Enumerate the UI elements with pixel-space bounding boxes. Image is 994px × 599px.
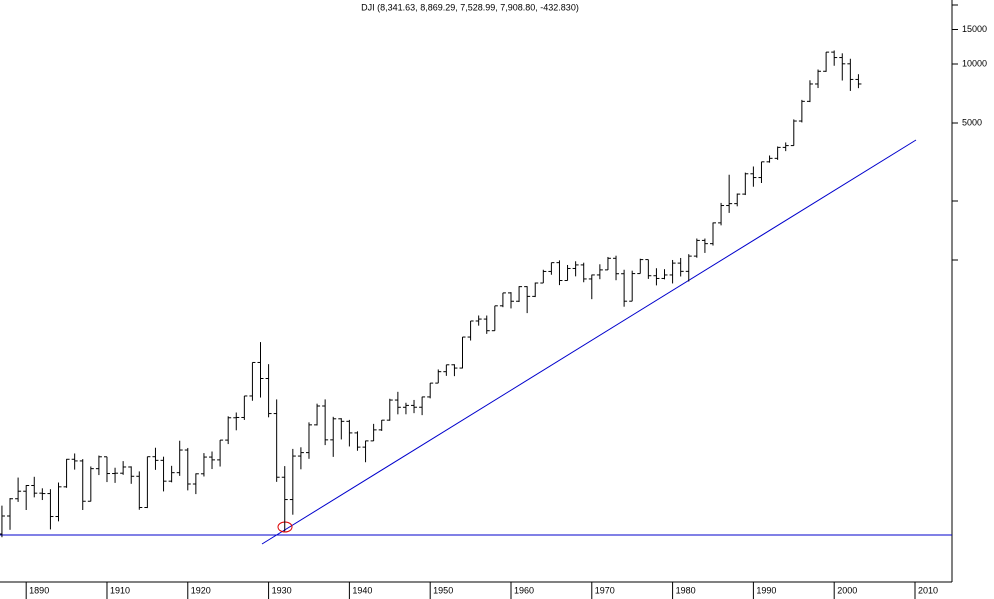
x-tick-label: 1960 <box>514 585 534 595</box>
x-tick-label: 1910 <box>110 585 130 595</box>
chart-title: DJI (8,341.63, 8,869.29, 7,528.99, 7,908… <box>361 2 579 12</box>
x-tick-label: 2010 <box>918 585 938 595</box>
x-tick-label: 1930 <box>272 585 292 595</box>
x-tick-label: 1890 <box>29 585 49 595</box>
x-tick-label: 1950 <box>433 585 453 595</box>
y-tick-label: 5000 <box>962 117 982 127</box>
trend-line <box>261 139 917 545</box>
x-tick-label: 1990 <box>756 585 776 595</box>
x-tick-label: 1940 <box>352 585 372 595</box>
x-tick-label: 1970 <box>595 585 615 595</box>
y-tick-label: 10000 <box>962 58 987 68</box>
x-tick-label: 2000 <box>837 585 857 595</box>
y-tick-label: 15000 <box>962 24 987 34</box>
x-tick-label: 1980 <box>676 585 696 595</box>
x-tick-label: 1920 <box>191 585 211 595</box>
